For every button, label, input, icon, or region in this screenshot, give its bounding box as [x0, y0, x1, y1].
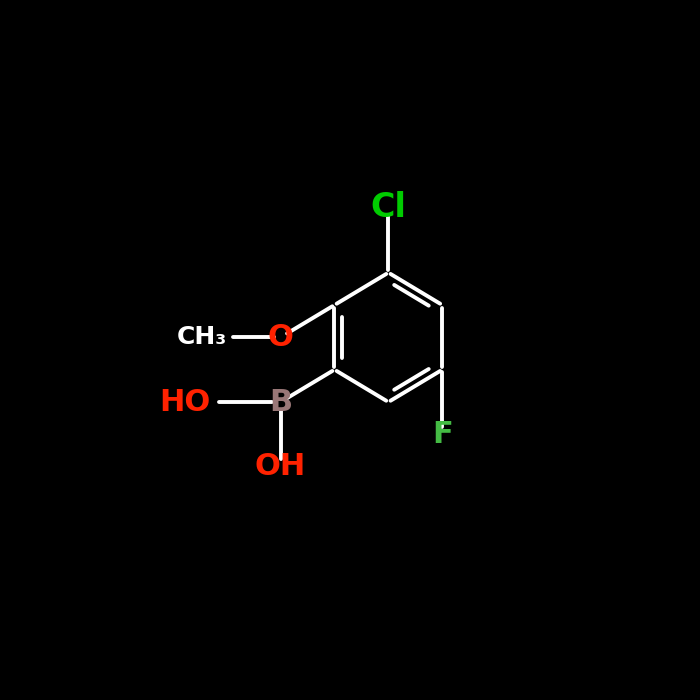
Text: Cl: Cl — [370, 192, 406, 225]
Text: HO: HO — [160, 388, 211, 416]
Text: O: O — [267, 323, 293, 352]
Text: OH: OH — [255, 452, 306, 481]
Text: B: B — [269, 388, 292, 416]
Text: F: F — [432, 420, 453, 449]
Text: CH₃: CH₃ — [176, 326, 227, 349]
